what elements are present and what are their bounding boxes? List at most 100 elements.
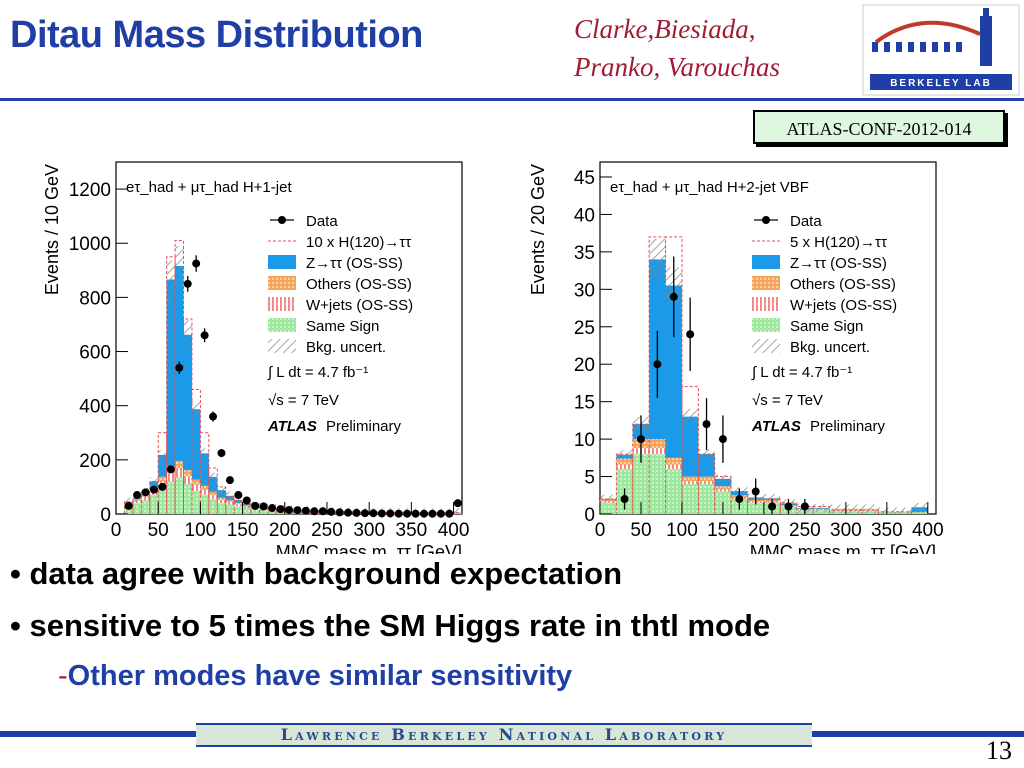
others-bar: [649, 439, 666, 449]
legend-label: W+jets (OS-SS): [306, 297, 413, 314]
data-point: [318, 507, 327, 516]
atlas-label: ATLAS: [751, 418, 801, 435]
others-bar: [158, 476, 167, 482]
footer-bar-left: [0, 731, 196, 737]
x-tick-label: 150: [707, 520, 739, 541]
ztautau-bar: [681, 416, 699, 477]
samesign-bar: [183, 484, 192, 514]
samesign-bar: [217, 503, 226, 514]
others-bar: [175, 460, 184, 468]
data-point: [166, 465, 175, 474]
samesign-bar: [175, 477, 184, 514]
others-bar: [217, 497, 226, 500]
data-point: [242, 496, 251, 505]
uncertainty-band: [208, 472, 218, 482]
ztautau-bar: [191, 409, 201, 480]
y-tick-label: 40: [574, 205, 595, 226]
samesign-bar: [911, 511, 928, 514]
y-tick-label: 800: [79, 288, 111, 309]
samesign-bar: [251, 509, 260, 514]
data-point: [653, 360, 662, 369]
samesign-bar: [149, 495, 159, 514]
sub-bullet-text: Other modes have similar sensitivity: [67, 660, 573, 692]
samesign-bar: [242, 508, 252, 514]
y-tick-label: 1200: [69, 180, 111, 201]
legend-swatch: [268, 255, 296, 269]
others-bar: [200, 485, 209, 490]
y-tick-label: 1000: [69, 234, 111, 255]
uncertainty-band: [845, 504, 863, 513]
others-bar: [183, 470, 192, 477]
samesign-bar: [632, 454, 650, 514]
data-point: [636, 435, 645, 444]
uncertainty-band: [191, 400, 201, 418]
data-point: [394, 509, 403, 518]
x-tick-label: 100: [185, 520, 217, 541]
data-point: [310, 507, 319, 516]
data-point: [686, 330, 695, 339]
y-tick-label: 0: [584, 505, 595, 526]
uncertainty-band: [862, 504, 879, 513]
y-tick-label: 30: [574, 280, 595, 301]
wjets-bar: [225, 501, 235, 505]
wjets-bar: [665, 464, 682, 470]
samesign-bar: [124, 505, 133, 514]
legend-label: Bkg. uncert.: [790, 339, 870, 356]
legend-swatch: [268, 339, 296, 353]
legend-label: Data: [790, 213, 822, 230]
sub-bullet-dash: -: [58, 660, 68, 692]
legend-swatch: [752, 339, 780, 353]
samesign-bar: [191, 490, 201, 514]
legend-label: 10 x H(120)→ττ: [306, 234, 411, 251]
data-point: [420, 509, 429, 518]
berkeley-lab-logo: BERKELEY LAB: [862, 4, 1020, 96]
wjets-bar: [183, 476, 192, 485]
uncertainty-band: [813, 503, 830, 513]
uncertainty-band: [175, 246, 184, 286]
uncertainty-band: [600, 494, 617, 504]
y-tick-label: 400: [79, 397, 111, 418]
data-point: [327, 507, 336, 516]
data-point: [453, 499, 462, 508]
samesign-bar: [166, 481, 176, 514]
data-point: [352, 508, 361, 517]
uncertainty-band: [714, 474, 732, 484]
ztautau-bar: [183, 334, 192, 471]
x-tick-label: 300: [353, 520, 385, 541]
samesign-bar: [132, 503, 142, 514]
uncertainty-band: [616, 450, 633, 460]
data-point: [751, 487, 760, 496]
wjets-bar: [649, 448, 666, 455]
data-point: [200, 331, 209, 340]
legend-label: Others (OS-SS): [306, 276, 412, 293]
bullet-2-text: sensitive to 5 times the SM Higgs rate i…: [29, 608, 771, 643]
authors-line-2: Pranko, Varouchas: [574, 52, 780, 82]
data-point: [133, 491, 142, 500]
legend-data-marker: [278, 216, 286, 224]
data-point: [141, 488, 150, 497]
mass-plot-1jet: 0 50 100 150 200 250 300 350 400 0 200 400 600 800 100…: [42, 161, 469, 554]
samesign-bar: [600, 502, 617, 514]
legend-swatch: [268, 297, 296, 311]
y-axis-label: Events / 10 GeV: [42, 164, 62, 295]
x-axis-label: MMC mass m_ττ [GeV]: [750, 542, 936, 554]
data-point: [784, 502, 793, 511]
slide-title: Ditau Mass Distribution: [10, 14, 423, 56]
page-number: 13: [986, 736, 1012, 765]
x-tick-label: 250: [789, 520, 821, 541]
authors-line-1: Clarke,Biesiada,: [574, 14, 756, 44]
legend-swatch: [752, 276, 780, 290]
preliminary-label: Preliminary: [326, 418, 402, 435]
authors: Clarke,Biesiada, Pranko, Varouchas: [574, 10, 854, 86]
data-point: [251, 501, 260, 510]
data-point: [276, 505, 285, 514]
data-point: [149, 485, 158, 494]
samesign-bar: [225, 504, 235, 514]
data-point: [259, 502, 268, 511]
bullet-1: • data agree with background expectation: [10, 556, 623, 591]
y-tick-label: 0: [100, 505, 111, 526]
samesign-bar: [747, 502, 764, 514]
ztautau-bar: [200, 453, 209, 486]
energy-label: √s = 7 TeV: [752, 392, 823, 409]
data-point: [225, 476, 234, 485]
